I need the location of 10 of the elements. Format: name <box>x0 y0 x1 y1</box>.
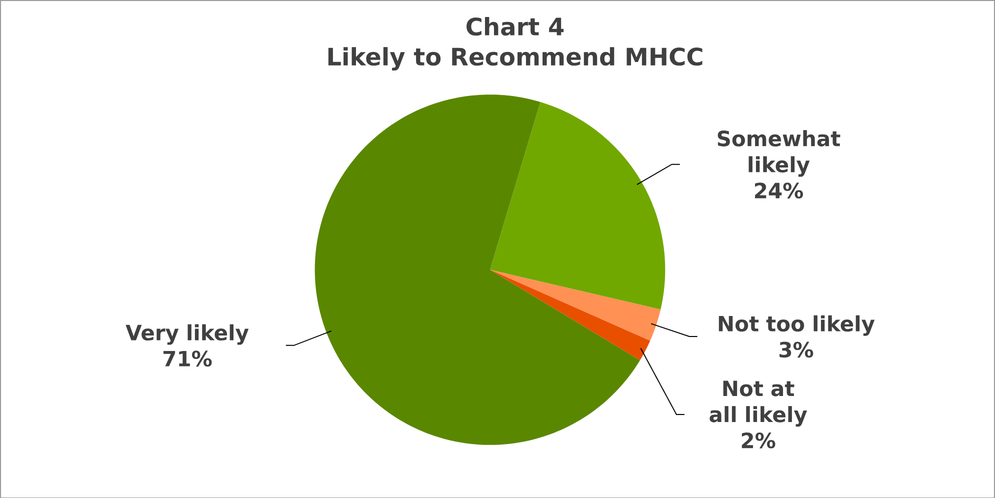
data-label: 3% <box>780 341 814 358</box>
slice-label: Very likely <box>126 324 249 345</box>
slice-label: Not too likely <box>718 315 875 336</box>
chart-subtitle: Likely to Recommend MHCC <box>328 46 702 70</box>
chart-title: Chart 4 <box>466 16 564 36</box>
data-label: 71% <box>164 350 212 366</box>
slice-label: Not at all likely <box>710 380 808 426</box>
data-label: 2% <box>742 432 776 448</box>
data-label: 24% <box>755 182 803 198</box>
slice-label: Somewhat likely <box>718 130 840 176</box>
